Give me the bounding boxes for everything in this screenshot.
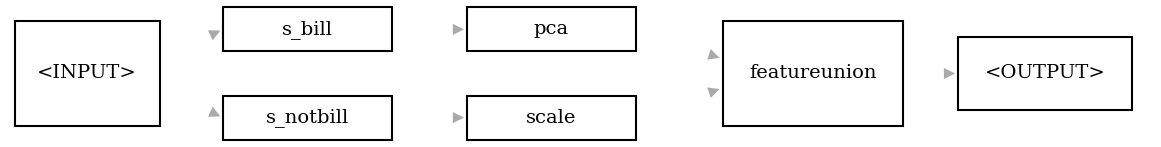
FancyBboxPatch shape: [223, 96, 392, 140]
FancyBboxPatch shape: [14, 21, 160, 126]
Text: pca: pca: [534, 20, 569, 38]
Text: s_bill: s_bill: [282, 20, 333, 39]
Text: <OUTPUT>: <OUTPUT>: [985, 65, 1105, 82]
Text: <INPUT>: <INPUT>: [37, 65, 137, 82]
FancyBboxPatch shape: [223, 7, 392, 51]
FancyBboxPatch shape: [958, 37, 1132, 110]
Text: featureunion: featureunion: [749, 65, 877, 82]
FancyBboxPatch shape: [467, 96, 636, 140]
FancyBboxPatch shape: [722, 21, 903, 126]
FancyBboxPatch shape: [467, 7, 636, 51]
Text: s_notbill: s_notbill: [266, 108, 349, 127]
Text: scale: scale: [526, 109, 577, 127]
